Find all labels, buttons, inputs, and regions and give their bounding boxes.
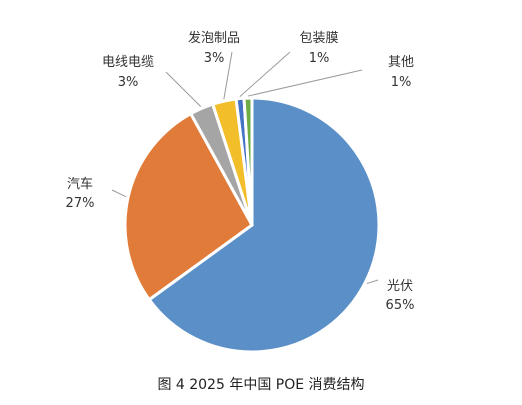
slice-name-label: 电线电缆 <box>102 54 154 70</box>
figure-caption: 图 4 2025 年中国 POE 消费结构 <box>157 377 365 393</box>
slice-percent-label: 3% <box>118 75 139 90</box>
slice-name-label: 包装膜 <box>299 31 338 46</box>
leader-line-2 <box>111 189 127 198</box>
leader-line-3 <box>165 71 202 107</box>
slice-name-label: 其他 <box>388 55 414 70</box>
slice-percent-label: 27% <box>66 196 95 211</box>
slice-name-label: 光伏 <box>387 279 413 294</box>
pie-slice-1 <box>147 96 381 354</box>
leader-line-6 <box>247 69 363 97</box>
leader-line-4 <box>223 51 233 100</box>
slice-percent-label: 1% <box>391 75 412 90</box>
slice-name-label: 发泡制品 <box>188 30 240 46</box>
pie-slice-2 <box>123 111 254 302</box>
pie-slices <box>123 96 381 354</box>
pie-slice-6 <box>242 96 254 226</box>
slice-percent-label: 65% <box>386 298 415 313</box>
slice-percent-label: 3% <box>204 51 225 66</box>
leader-lines <box>111 51 379 285</box>
leader-line-5 <box>239 51 291 97</box>
slice-percent-label: 1% <box>309 51 330 66</box>
slice-name-label: 汽车 <box>67 176 93 192</box>
leader-line-1 <box>366 279 379 285</box>
pie-chart: 光伏 65% 汽车 27% 电线电缆 3% 发泡制品 3% 包装膜 1% 其他 … <box>66 30 415 354</box>
